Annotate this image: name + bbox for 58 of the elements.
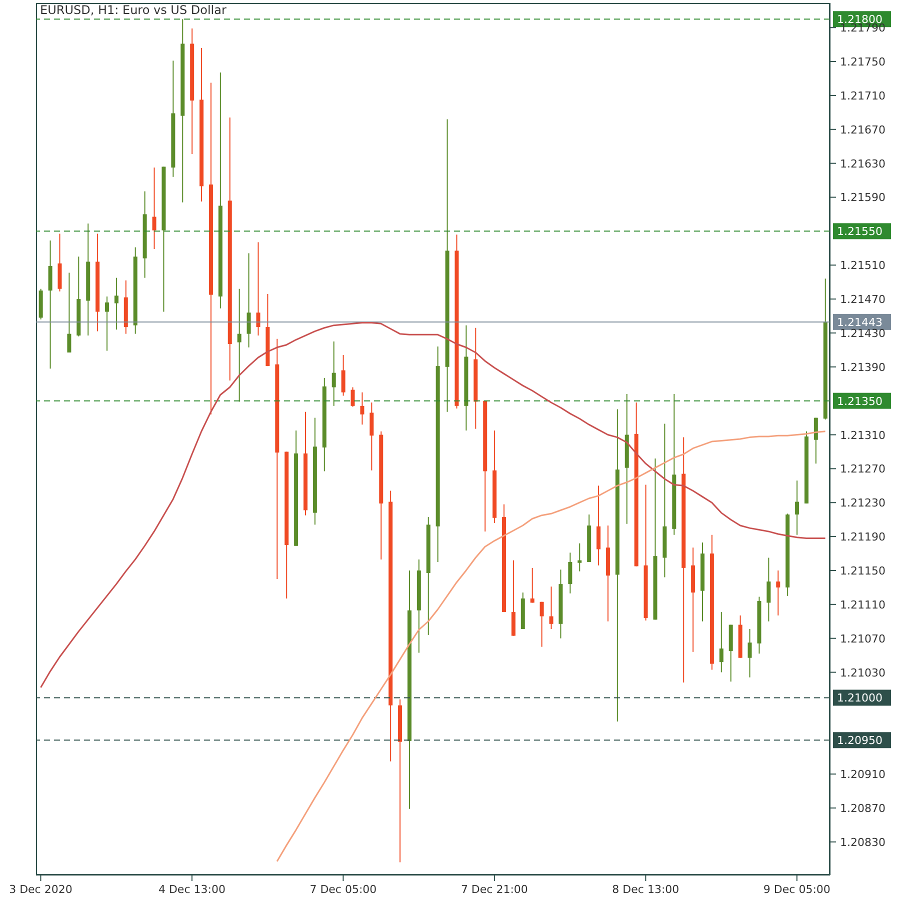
y-tick-label: 1.21190 xyxy=(840,530,886,544)
y-tick-label: 1.21750 xyxy=(840,56,886,69)
candlestick xyxy=(341,354,346,396)
candlestick xyxy=(256,242,260,336)
candlestick xyxy=(105,296,109,352)
chart-title: EURUSD, H1: Euro vs US Dollar xyxy=(40,3,226,17)
candlestick xyxy=(114,277,118,330)
y-tick-label: 1.21070 xyxy=(840,632,886,646)
x-tick-label: 7 Dec 05:00 xyxy=(310,883,377,896)
candlestick xyxy=(332,340,336,406)
candlestick xyxy=(748,628,752,678)
candlestick xyxy=(795,480,800,536)
ref-line-label: 1.21350 xyxy=(837,394,882,408)
candlestick xyxy=(152,167,156,250)
y-tick-label: 1.21470 xyxy=(840,293,886,306)
ref-line-label: 1.21443 xyxy=(837,316,882,329)
y-tick-label: 1.21590 xyxy=(840,191,886,204)
y-tick-label: 1.21310 xyxy=(840,428,886,442)
x-tick-label: 4 Dec 13:00 xyxy=(158,883,226,896)
candlestick xyxy=(530,567,534,604)
x-tick-label: 9 Dec 05:00 xyxy=(763,883,830,896)
y-tick-label: 1.21670 xyxy=(840,123,886,136)
candlestick xyxy=(246,252,251,348)
ref-line-label: 1.20950 xyxy=(837,734,882,748)
candlestick xyxy=(549,586,554,630)
candlestick xyxy=(776,570,780,616)
candlestick xyxy=(350,386,355,408)
x-tick-label: 7 Dec 21:00 xyxy=(460,883,528,896)
y-tick-label: 1.21270 xyxy=(840,462,886,476)
line-series xyxy=(40,322,826,688)
ref-line-label: 1.21550 xyxy=(837,225,882,238)
candlestick xyxy=(596,485,601,566)
x-tick-label: 8 Dec 13:00 xyxy=(612,883,680,896)
candlestick xyxy=(370,402,374,471)
y-tick-label: 1.21030 xyxy=(840,666,886,680)
candlestick xyxy=(67,272,72,353)
y-tick-label: 1.20910 xyxy=(840,768,886,782)
candlestick xyxy=(511,560,516,636)
x-tick-label: 3 Dec 2020 xyxy=(9,883,72,896)
candlestick xyxy=(578,542,582,572)
y-tick-label: 1.21510 xyxy=(840,259,886,272)
candlestick xyxy=(568,552,572,594)
ref-line-label: 1.21000 xyxy=(837,692,882,705)
y-tick-label: 1.21710 xyxy=(840,89,886,102)
y-tick-label: 1.21150 xyxy=(840,564,886,578)
candlestick xyxy=(766,557,771,622)
y-tick-label: 1.21110 xyxy=(840,598,886,612)
y-tick-label: 1.20870 xyxy=(840,802,886,815)
candlestick xyxy=(360,392,364,426)
candlestick xyxy=(719,612,724,673)
candlestick xyxy=(237,288,242,402)
y-tick-label: 1.21430 xyxy=(840,326,886,340)
y-tick-label: 1.21390 xyxy=(840,360,886,374)
y-tick-label: 1.20830 xyxy=(840,836,886,849)
y-tick-label: 1.21630 xyxy=(840,157,886,170)
candlestick xyxy=(540,601,544,648)
y-tick-label: 1.21230 xyxy=(840,496,886,510)
candlestick xyxy=(814,417,818,464)
